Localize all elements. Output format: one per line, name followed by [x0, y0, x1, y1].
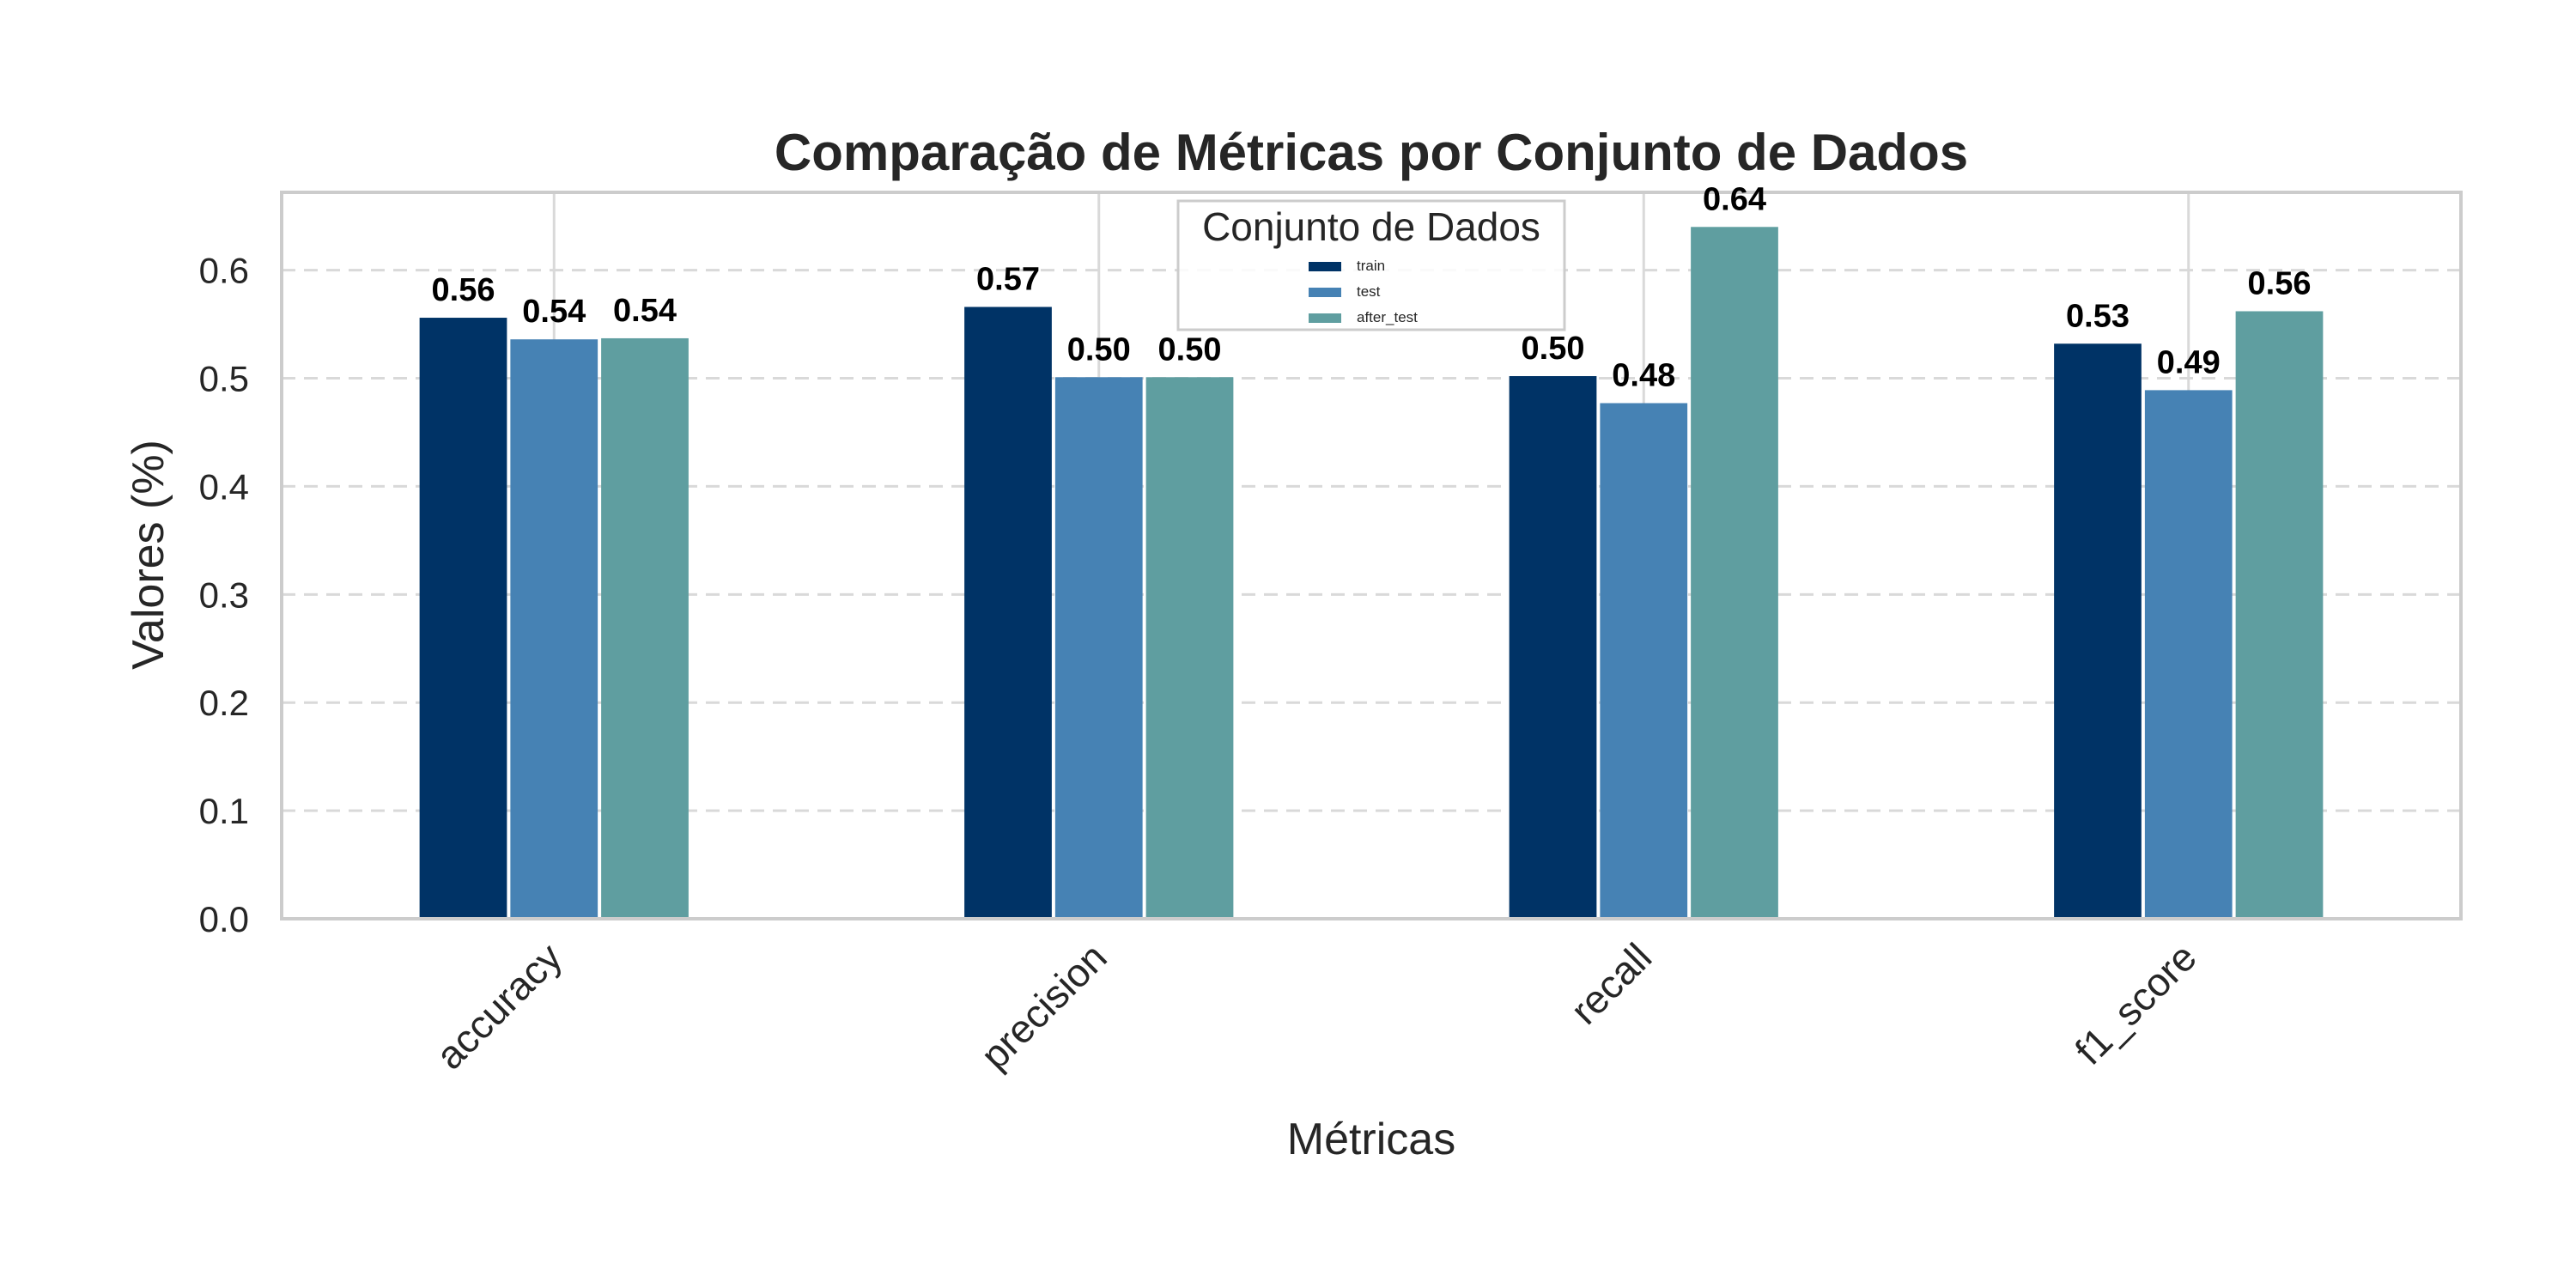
bar-train-accuracy — [419, 318, 507, 919]
y-tick-label: 0.3 — [199, 574, 249, 615]
data-label: 0.48 — [1612, 357, 1675, 393]
legend-swatch-after_test — [1309, 313, 1341, 323]
x-tick-label: f1_score — [2066, 934, 2205, 1073]
y-tick-labels: 0.0 0.1 0.2 0.3 0.4 0.5 0.6 — [199, 251, 249, 939]
bar-after_test-precision — [1145, 377, 1234, 919]
x-tick-label: recall — [1562, 934, 1661, 1033]
data-label: 0.50 — [1067, 331, 1131, 368]
data-label: 0.54 — [613, 293, 677, 329]
bars — [419, 227, 2324, 920]
bar-after_test-recall — [1691, 227, 1778, 919]
data-label: 0.56 — [2248, 265, 2312, 301]
y-tick-label: 0.4 — [199, 466, 249, 507]
bar-test-precision — [1054, 377, 1143, 919]
data-label: 0.50 — [1522, 331, 1585, 367]
legend-label-after_test: after_test — [1357, 309, 1418, 325]
plot-frame — [280, 191, 2463, 920]
data-label: 0.49 — [2157, 344, 2221, 380]
data-label: 0.50 — [1158, 331, 1222, 368]
chart-title: Comparação de Métricas por Conjunto de D… — [775, 124, 1968, 181]
bar-train-precision — [964, 307, 1052, 920]
legend-title: Conjunto de Dados — [1202, 204, 1540, 249]
bar-train-recall — [1509, 376, 1597, 920]
y-tick-label: 0.6 — [199, 251, 249, 291]
data-label: 0.64 — [1703, 181, 1766, 217]
legend-label-test: test — [1357, 283, 1381, 300]
y-tick-label: 0.0 — [199, 899, 249, 939]
data-label: 0.54 — [522, 294, 586, 330]
bar-test-accuracy — [510, 339, 598, 919]
legend-swatch-train — [1309, 262, 1341, 271]
x-tick-label: precision — [972, 934, 1115, 1078]
legend: Conjunto de Dados train test after_test — [1176, 199, 1566, 331]
legend-swatch-test — [1309, 288, 1341, 297]
bar-after_test-f1_score — [2235, 311, 2324, 919]
bar-test-recall — [1600, 403, 1688, 919]
legend-label-train: train — [1357, 258, 1385, 274]
bar-after_test-accuracy — [601, 337, 689, 920]
data-label: 0.57 — [976, 261, 1040, 297]
data-labels: 0.56 0.57 0.50 0.53 0.54 0.50 0.48 0.49 0.54 0.50… — [432, 181, 2312, 393]
bar-train-f1_score — [2054, 343, 2142, 919]
y-axis-label: Valores (%) — [124, 440, 173, 670]
x-tick-label: accuracy — [427, 934, 570, 1078]
y-tick-label: 0.1 — [199, 791, 249, 831]
legend-items: train test after_test — [1309, 258, 1418, 325]
bar-test-f1_score — [2144, 390, 2233, 920]
x-axis-label: Métricas — [1287, 1115, 1455, 1164]
y-tick-label: 0.5 — [199, 359, 249, 399]
legend-box — [1176, 199, 1566, 331]
data-label: 0.53 — [2066, 298, 2129, 334]
y-tick-label: 0.2 — [199, 683, 249, 723]
data-label: 0.56 — [432, 272, 495, 308]
x-tick-labels: accuracy precision recall f1_score — [427, 934, 2204, 1078]
